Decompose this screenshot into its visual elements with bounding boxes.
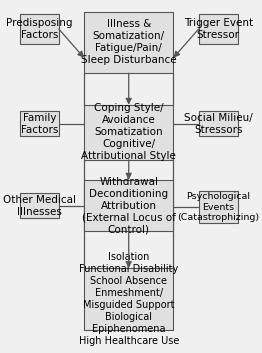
Text: Trigger Event
Stressor: Trigger Event Stressor — [184, 18, 253, 40]
FancyBboxPatch shape — [199, 191, 238, 223]
Text: Illness &
Somatization/
Fatigue/Pain/
Sleep Disturbance: Illness & Somatization/ Fatigue/Pain/ Sl… — [81, 19, 177, 65]
Text: Psychological
Events
(Catastrophizing): Psychological Events (Catastrophizing) — [177, 192, 259, 222]
Text: Isolation
Functional Disability
School Absence
Enmeshment/
Misguided Support
Bio: Isolation Functional Disability School A… — [79, 252, 179, 346]
Text: Coping Style/
Avoidance
Somatization
Cognitive/
Attributional Style: Coping Style/ Avoidance Somatization Cog… — [81, 103, 176, 161]
Text: Withdrawal
Deconditioning
Attribution
(External Locus of
Control): Withdrawal Deconditioning Attribution (E… — [82, 176, 176, 235]
Text: Other Medical
Illnesses: Other Medical Illnesses — [3, 195, 76, 217]
FancyBboxPatch shape — [84, 105, 173, 160]
FancyBboxPatch shape — [199, 14, 238, 44]
FancyBboxPatch shape — [199, 112, 238, 137]
Text: Predisposing
Factors: Predisposing Factors — [6, 18, 73, 40]
FancyBboxPatch shape — [84, 12, 173, 73]
FancyBboxPatch shape — [20, 193, 59, 218]
FancyBboxPatch shape — [20, 14, 59, 44]
Text: Family
Factors: Family Factors — [21, 113, 58, 135]
Text: Social Milieu/
Stressors: Social Milieu/ Stressors — [184, 113, 253, 135]
FancyBboxPatch shape — [84, 268, 173, 330]
FancyBboxPatch shape — [20, 112, 59, 137]
FancyBboxPatch shape — [84, 180, 173, 232]
